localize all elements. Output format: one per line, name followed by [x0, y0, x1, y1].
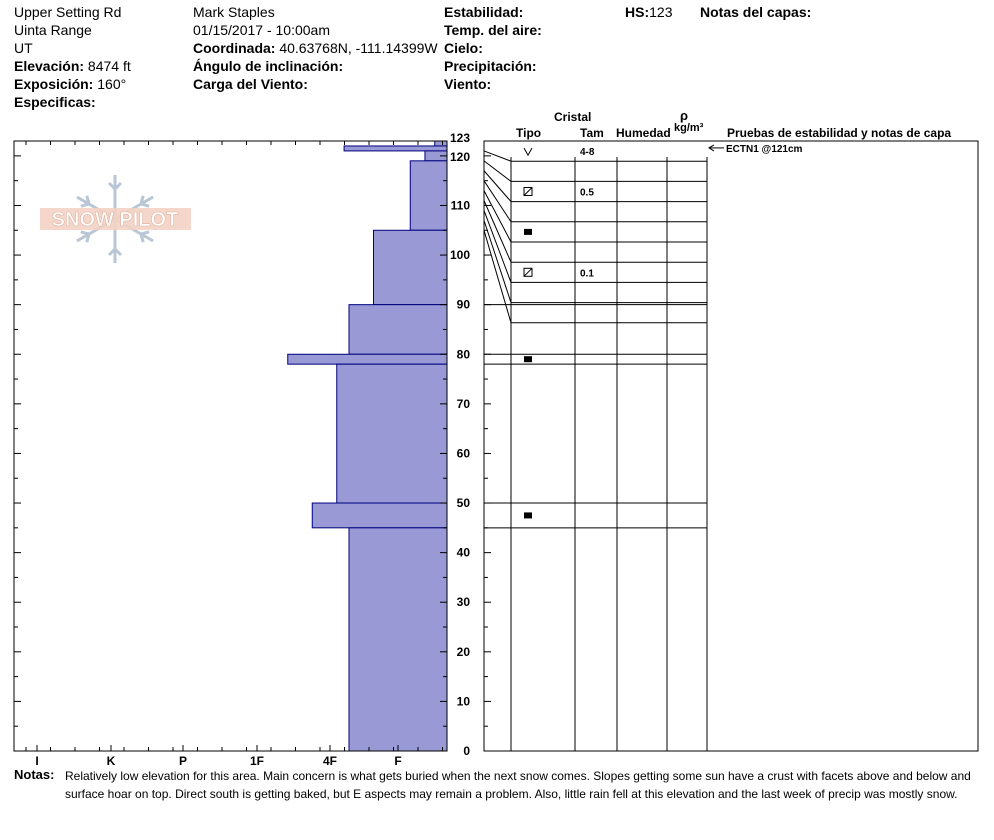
layer-connector-9: [483, 230, 512, 323]
aspect-row: Exposición: 160°: [14, 75, 126, 93]
location-name: Upper Setting Rd: [14, 4, 122, 20]
depth-label-10: 10: [457, 694, 471, 708]
sky-label: Cielo:: [444, 40, 483, 56]
notes-line-1: Relatively low elevation for this area. …: [65, 769, 971, 783]
hardness-bar-9: [348, 527, 448, 752]
hardness-bar-8: [311, 502, 448, 529]
observation-datetime: 01/15/2017 - 10:00am: [193, 22, 330, 38]
depth-label-80: 80: [457, 347, 471, 361]
depth-label-60: 60: [457, 446, 471, 460]
tests-header: Pruebas de estabilidad y notas de capa: [727, 126, 952, 140]
notes-label: Notas:: [14, 767, 55, 782]
wind-label: Viento:: [444, 76, 492, 92]
hardness-tick-label-3: 1F: [250, 754, 264, 768]
logo-text: SNOW PILOT: [52, 209, 179, 231]
depth-label-123: 123: [450, 131, 470, 145]
depth-label-110: 110: [451, 198, 471, 212]
hardness-bar-7: [336, 363, 448, 504]
depth-label-100: 100: [450, 248, 470, 262]
hs-row: HS:123: [625, 3, 672, 21]
hs-value: 123: [649, 4, 673, 20]
elevation-label: Elevación:: [14, 58, 85, 74]
specifics-label: Especificas:: [14, 94, 96, 110]
melt-freeze-crust-icon: [524, 356, 532, 363]
faceted-rounded-icon: [523, 267, 533, 277]
layer-connector-8: [483, 220, 512, 303]
layer-connector-2: [483, 160, 512, 182]
precipitation-label: Precipitación:: [444, 58, 537, 74]
depth-label-50: 50: [457, 496, 471, 510]
hardness-bar-3: [409, 160, 448, 231]
faceted-rounded-icon-slash: [523, 187, 533, 196]
hardness-bar-5: [348, 304, 448, 355]
depth-label-20: 20: [457, 645, 471, 659]
depth-label-30: 30: [457, 595, 471, 609]
faceted-rounded-icon-slash: [523, 267, 533, 277]
depth-label-120: 120: [450, 150, 470, 164]
hardness-tick-label-2: P: [179, 754, 187, 768]
layer-connector-6: [483, 200, 512, 263]
crystal-header: Cristal: [554, 110, 592, 124]
notes-line-2: surface hoar on top. Direct south is get…: [65, 787, 958, 801]
state-name: UT: [14, 40, 33, 56]
stability-test-label-0: ECTN1 @121cm: [726, 144, 803, 155]
faceted-rounded-icon: [523, 187, 533, 196]
coordinates-value: 40.63768N, -111.14399W: [279, 40, 438, 56]
wind-loading-label: Carga del Viento:: [193, 76, 308, 92]
hardness-bar-4: [373, 229, 448, 306]
size-header: Tam: [580, 126, 604, 140]
hardness-tick-label-0: I: [35, 754, 38, 768]
layer-notes-label: Notas del capas:: [700, 4, 812, 20]
coordinates-row: Coordinada: 40.63768N, -111.14399W: [193, 39, 438, 57]
crystal-size-3: 0.1: [580, 268, 594, 279]
elevation-value: 8474 ft: [87, 58, 131, 74]
layer-connector-1: [483, 150, 512, 162]
aspect-label: Exposición:: [14, 76, 94, 92]
test-arrow-head-0: [708, 144, 715, 152]
layer-connector-5: [483, 190, 512, 243]
density-unit-header: kg/m³: [674, 122, 704, 134]
elevation-row: Elevación: 8474 ft: [14, 57, 131, 75]
hardness-bar-1: [343, 145, 448, 152]
coordinates-label: Coordinada:: [193, 40, 276, 56]
hardness-bar-6: [287, 353, 448, 365]
depth-label-40: 40: [457, 546, 471, 560]
hardness-tick-label-1: K: [107, 754, 116, 768]
crystal-size-1: 0.5: [580, 188, 594, 199]
hardness-plot-frame: [13, 140, 448, 752]
rho-header: ρ: [680, 108, 689, 123]
melt-freeze-crust-icon: [524, 512, 532, 519]
hs-label: HS:: [625, 4, 650, 20]
slope-angle-label: Ángulo de inclinación:: [193, 58, 344, 74]
humidity-header: Humedad: [616, 126, 671, 140]
type-header: Tipo: [516, 126, 542, 140]
layer-connector-4: [483, 180, 512, 223]
melt-freeze-crust-icon: [524, 228, 532, 235]
depth-label-90: 90: [457, 298, 471, 312]
crystal-size-0: 4-8: [580, 147, 595, 158]
hardness-tick-label-4: 4F: [323, 754, 337, 768]
surface-hoar-icon: [523, 147, 533, 157]
aspect-value: 160°: [97, 76, 127, 92]
depth-label-0: 0: [463, 744, 470, 758]
air-temp-label: Temp. del aire:: [444, 22, 542, 38]
hardness-tick-label-5: F: [394, 754, 401, 768]
layer-connector-7: [483, 210, 512, 283]
layer-connector-3: [483, 170, 512, 202]
stability-label: Estabilidad:: [444, 4, 524, 20]
layer-table-frame: [483, 140, 979, 752]
range-name: Uinta Range: [14, 22, 92, 38]
observer-name: Mark Staples: [193, 4, 275, 20]
snowpilot-logo: SNOW PILOT: [40, 173, 191, 265]
depth-label-70: 70: [457, 397, 471, 411]
hardness-bar-0: [434, 140, 448, 147]
